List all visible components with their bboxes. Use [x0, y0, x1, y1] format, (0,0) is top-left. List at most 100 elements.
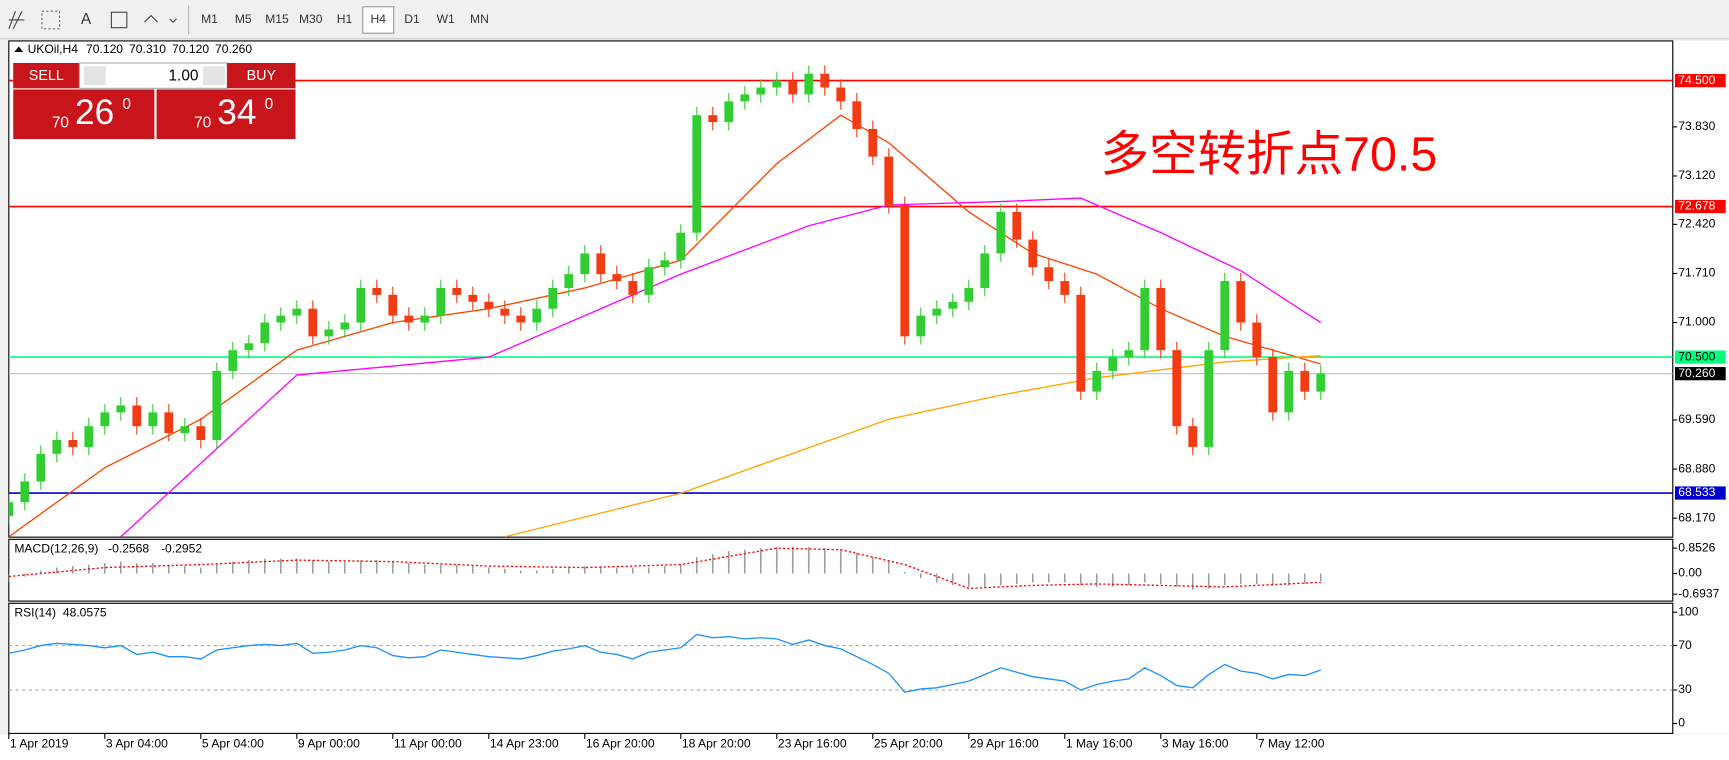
price-tag — [1674, 486, 1726, 500]
x-tick-label: 9 Apr 00:00 — [298, 737, 360, 751]
candle-body — [116, 405, 126, 413]
candle-body — [372, 287, 382, 295]
moving-average — [504, 355, 1321, 538]
x-tick-label: 23 Apr 16:00 — [778, 737, 847, 751]
candle-body — [84, 426, 94, 447]
lot-up[interactable] — [202, 66, 225, 86]
candle-body — [68, 440, 78, 447]
bid-box[interactable] — [13, 89, 155, 140]
candle-body — [1204, 350, 1214, 447]
price-tag-label: 70.500 — [1678, 349, 1715, 363]
candle-body — [548, 287, 558, 309]
collapse-icon[interactable] — [14, 46, 24, 52]
candle-body — [340, 322, 350, 330]
y-tick-label: 100 — [1678, 604, 1698, 618]
y-tick-label: 69.590 — [1678, 412, 1715, 426]
candle-body — [132, 405, 142, 427]
candle-body — [868, 128, 878, 157]
lot-down[interactable] — [83, 66, 106, 86]
candle-body — [1076, 294, 1086, 392]
price-tag-label: 72.678 — [1678, 199, 1715, 213]
candle-body — [324, 329, 334, 337]
price-tag-label: 70.260 — [1678, 366, 1715, 380]
candle-body — [228, 350, 238, 371]
candle-body — [804, 73, 814, 95]
candle-body — [404, 315, 414, 323]
candle-body — [1092, 370, 1102, 392]
buy-button[interactable] — [227, 62, 296, 89]
candle-body — [532, 308, 542, 323]
candle-body — [100, 412, 110, 427]
x-tick-label: 3 Apr 04:00 — [106, 737, 168, 751]
candle-body — [932, 308, 942, 316]
candle-body — [1060, 281, 1070, 295]
lot-value[interactable]: 1.00 — [168, 67, 198, 84]
period-button[interactable]: D1 — [404, 12, 420, 26]
macd-title: MACD(12,26,9) — [14, 541, 98, 555]
ask-sup[interactable]: 0 — [265, 96, 274, 113]
text-tool[interactable]: A — [81, 11, 92, 28]
buy-label[interactable]: BUY — [247, 68, 277, 84]
x-tick-label: 18 Apr 20:00 — [682, 737, 751, 751]
period-button[interactable]: W1 — [437, 12, 455, 26]
period-button[interactable]: M15 — [265, 12, 289, 26]
axes: 73.830 73.120 72.420 71.710 71.000 69.590 68.8… — [8, 73, 1726, 751]
period-button[interactable]: M1 — [201, 12, 218, 26]
chart-title: UKOil,H4 — [28, 42, 79, 56]
period-button[interactable]: M30 — [299, 12, 323, 26]
y-tick-label: 68.880 — [1678, 461, 1715, 475]
y-tick-label: 71.000 — [1678, 315, 1715, 329]
candle-body — [388, 294, 398, 316]
candle-body — [244, 343, 254, 351]
candle-body — [500, 308, 510, 316]
candle-body — [356, 287, 366, 323]
tool-icon[interactable] — [144, 14, 177, 23]
ask-main[interactable]: 34 — [217, 93, 256, 132]
candle-body — [276, 315, 286, 323]
candle-body — [1300, 370, 1310, 392]
ask-big[interactable]: 70 — [194, 115, 211, 132]
period-button[interactable]: H1 — [337, 12, 353, 26]
toolbar-bg — [0, 0, 825, 39]
candle-body — [916, 315, 926, 337]
x-tick-label: 1 May 16:00 — [1066, 737, 1133, 751]
period-button[interactable]: M5 — [235, 12, 252, 26]
bid-big[interactable]: 70 — [52, 115, 69, 132]
tool-icon[interactable] — [41, 10, 61, 30]
candle-body — [8, 502, 14, 517]
bid-sup[interactable]: 0 — [122, 96, 131, 113]
rsi-title: RSI(14) — [14, 605, 56, 619]
bid-main[interactable]: 26 — [75, 93, 114, 132]
rsi-panel — [8, 602, 1674, 734]
tool-icon[interactable] — [8, 10, 25, 30]
ask-box[interactable] — [156, 89, 296, 140]
candle-body — [756, 87, 766, 95]
y-tick-label: 68.170 — [1678, 510, 1715, 524]
candle-body — [196, 426, 206, 441]
y-tick-label: 72.420 — [1678, 217, 1715, 231]
candle-body — [724, 101, 734, 123]
candle-body — [692, 115, 702, 233]
candle-body — [1252, 322, 1262, 358]
sell-label[interactable]: SELL — [29, 68, 64, 84]
period-button[interactable]: MN — [470, 12, 489, 26]
candle-body — [996, 211, 1006, 254]
price-axis — [1673, 40, 1729, 734]
sell-button[interactable] — [13, 62, 80, 89]
y-tick-label: 30 — [1678, 682, 1692, 696]
candle-body — [292, 308, 302, 316]
candle-body — [788, 80, 798, 95]
candle-body — [964, 287, 974, 302]
candle-body — [52, 440, 62, 454]
period-button[interactable]: H4 — [370, 12, 386, 26]
x-tick-label: 7 May 12:00 — [1258, 737, 1325, 751]
price-plot — [8, 65, 1673, 538]
candle-body — [836, 87, 846, 102]
tool-icon[interactable] — [110, 11, 128, 29]
candle-body — [820, 73, 830, 88]
price-tag — [1674, 199, 1726, 214]
candle-body — [148, 412, 158, 427]
y-tick-label: 73.830 — [1678, 119, 1715, 133]
